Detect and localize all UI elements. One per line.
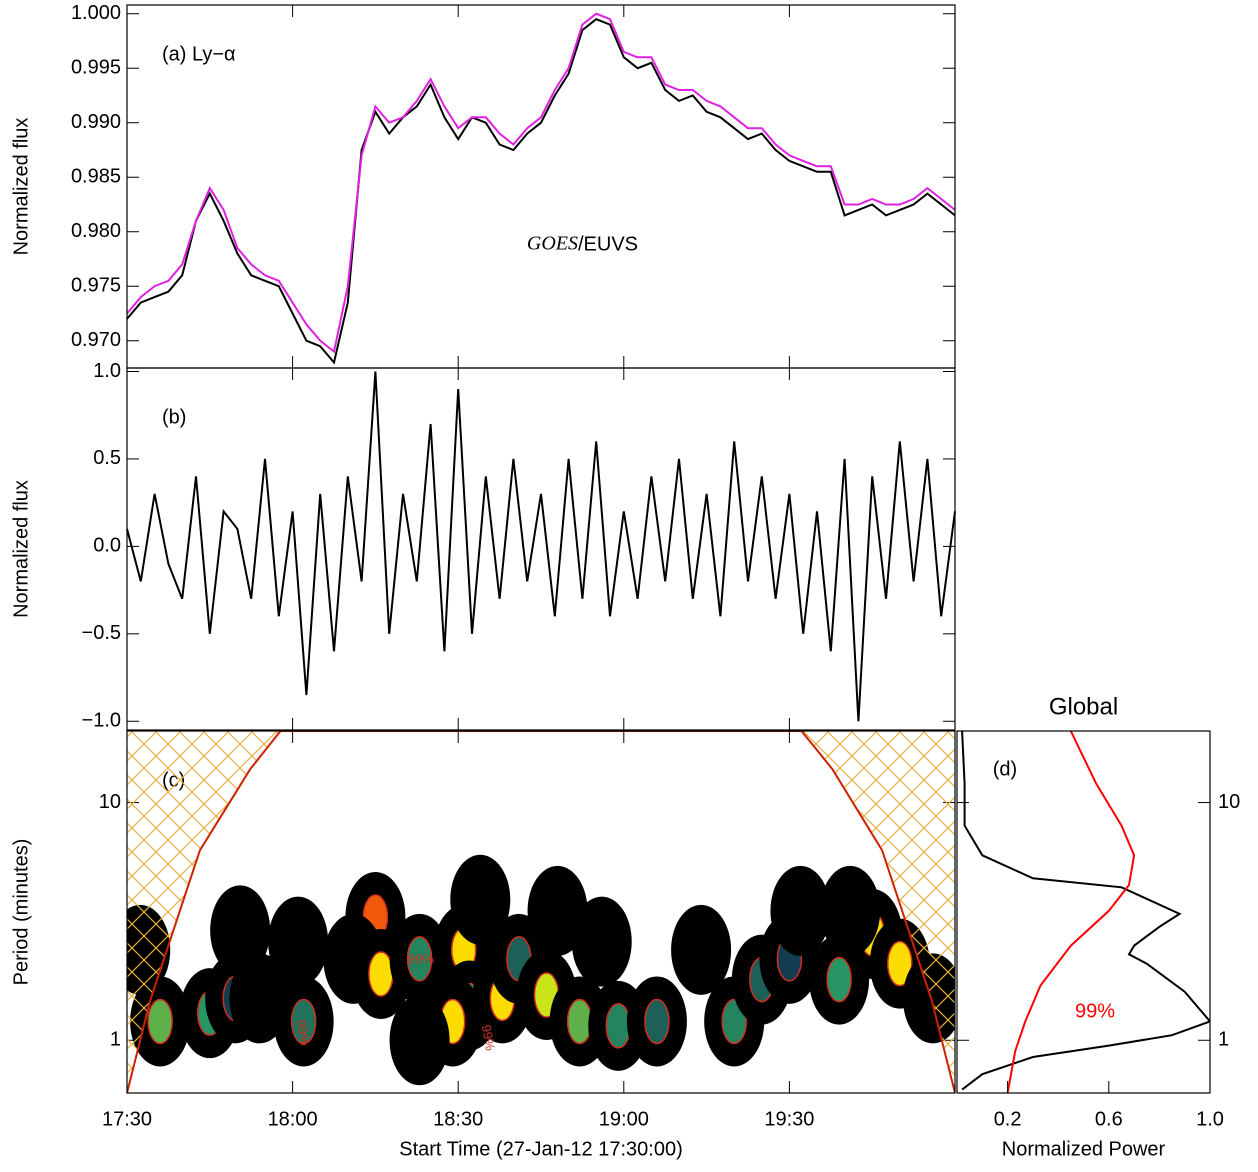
plot-frame (126, 730, 956, 1094)
power-peak (566, 998, 593, 1045)
y-tick-label: 0.975 (71, 275, 121, 297)
annotation: GOES (527, 233, 578, 255)
y-tick-label: 10 (1218, 791, 1240, 813)
x-tick-label: 1.0 (1196, 1108, 1224, 1130)
contour-label: 99% (479, 1024, 498, 1053)
x-tick-label: 18:30 (433, 1108, 483, 1130)
panel-label: (a) Ly−α (162, 43, 236, 65)
power-region (820, 865, 881, 956)
significance-label: 99% (1075, 1000, 1115, 1022)
data-line (126, 371, 956, 722)
power-peak (406, 936, 433, 982)
power-peak (644, 998, 670, 1045)
y-tick-label: −0.5 (82, 622, 121, 644)
coi-hatch (127, 731, 955, 1093)
y-axis-label: Normalized flux (10, 118, 32, 256)
power-region (268, 896, 329, 987)
y-tick-label: 0.980 (71, 220, 121, 242)
global-line (961, 731, 1210, 1091)
y-tick-label: 1.0 (93, 360, 121, 382)
x-tick-label: 0.6 (1095, 1108, 1123, 1130)
x-axis-label: Normalized Power (1002, 1138, 1166, 1160)
y-tick-label: 0.985 (71, 166, 121, 188)
x-tick-label: 19:30 (764, 1108, 814, 1130)
plot-frame (956, 730, 1211, 1094)
contour-label: 99% (294, 1019, 313, 1048)
power-peak (368, 951, 394, 997)
power-region (229, 953, 290, 1044)
power-region (450, 854, 511, 945)
y-tick-label: 1.000 (71, 2, 121, 24)
power-peak (605, 1003, 632, 1049)
y-axis-label: Normalized flux (10, 480, 32, 618)
y-tick-label: 10 (99, 791, 121, 813)
x-axis-label: Start Time (27-Jan-12 17:30:00) (399, 1138, 682, 1160)
coi-line (127, 731, 955, 1093)
x-tick-label: 17:30 (102, 1108, 152, 1130)
annotation: /EUVS (578, 233, 638, 255)
plot-frame (126, 367, 956, 731)
y-axis-label: Period (minutes) (10, 839, 32, 986)
y-tick-label: 1 (1218, 1029, 1229, 1051)
x-tick-label: 19:00 (599, 1108, 649, 1130)
global-line (1006, 731, 1136, 1093)
y-tick-label: −1.0 (82, 710, 121, 732)
power-peak (826, 956, 852, 1003)
y-tick-label: 0.0 (93, 535, 121, 557)
y-tick-label: 0.990 (71, 111, 121, 133)
power-peak (147, 998, 173, 1045)
y-tick-label: 0.995 (71, 57, 121, 79)
wavelet-area (127, 731, 955, 1093)
global-area (961, 731, 1210, 1093)
x-tick-label: 18:00 (268, 1108, 318, 1130)
power-peak (290, 998, 317, 1045)
power-peak (887, 940, 913, 987)
x-tick-label: 0.2 (994, 1108, 1022, 1130)
panel-label: (d) (993, 758, 1017, 780)
data-line (126, 12, 956, 354)
power-region (210, 885, 271, 976)
y-tick-label: 1 (110, 1029, 121, 1051)
data-line (126, 18, 956, 365)
y-tick-label: 0.970 (71, 329, 121, 351)
contour-label: 99% (408, 951, 434, 966)
panel-label: (b) (162, 406, 186, 428)
power-region (671, 904, 732, 995)
power-region (527, 865, 588, 956)
panel-title: Global (1049, 693, 1118, 720)
power-region (389, 995, 450, 1086)
y-tick-label: 0.5 (93, 447, 121, 469)
power-region (770, 865, 831, 956)
